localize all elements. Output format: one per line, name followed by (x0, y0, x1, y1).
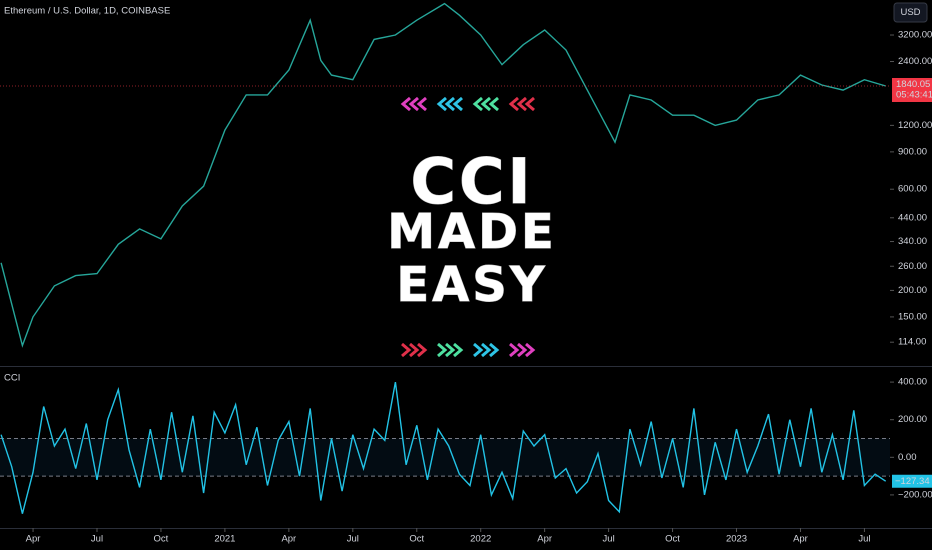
y-tick-label: 200.00 (898, 414, 927, 425)
x-tick-label: 2021 (214, 534, 235, 545)
cci-line (0, 381, 887, 514)
last-price-label: 1840.05 (896, 79, 930, 90)
x-tick-label: Oct (154, 534, 169, 545)
y-tick-label: 150.00 (898, 311, 927, 322)
last-value-tag (892, 474, 932, 488)
y-tick-label: 1200.00 (898, 120, 932, 131)
y-tick-label: 260.00 (898, 261, 927, 272)
x-tick-label: 2022 (470, 534, 491, 545)
x-tick-label: Oct (409, 534, 424, 545)
symbol-title: Ethereum / U.S. Dollar, 1D, COINBASE (4, 6, 170, 17)
x-tick-label: Jul (91, 534, 103, 545)
y-tick-label: 900.00 (898, 146, 927, 157)
y-tick-label: 340.00 (898, 236, 927, 247)
price-line (0, 2, 886, 348)
indicator-title: CCI (4, 373, 20, 384)
overlay-headline: EASY (396, 257, 547, 313)
x-tick-label: 2023 (726, 534, 747, 545)
y-tick-label: 440.00 (898, 212, 927, 223)
x-tick-label: Jul (858, 534, 870, 545)
countdown-label: 05:43:41 (896, 90, 932, 101)
x-tick-label: Apr (537, 534, 552, 545)
y-tick-label: 400.00 (898, 377, 927, 388)
y-tick-label: 3200.00 (898, 30, 932, 41)
last-price-tag (892, 77, 932, 102)
y-tick-label: 0.00 (898, 452, 917, 463)
x-tick-label: Jul (603, 534, 615, 545)
y-tick-label: 2400.00 (898, 56, 932, 67)
y-tick-label: 600.00 (898, 184, 927, 195)
x-tick-label: Apr (281, 534, 296, 545)
x-tick-label: Apr (793, 534, 808, 545)
arrows-top (400, 96, 535, 112)
x-tick-label: Apr (26, 534, 41, 545)
currency-button[interactable] (893, 2, 928, 23)
x-tick-label: Oct (665, 534, 680, 545)
cci-band-fill (0, 438, 890, 477)
y-tick-label: −200.00 (898, 489, 932, 500)
y-tick-label: 114.00 (898, 337, 926, 348)
currency-label[interactable]: USD (900, 7, 920, 18)
arrows-bottom (401, 342, 536, 358)
last-value-label: −127.34 (895, 476, 930, 487)
overlay-headline: CCI (410, 145, 533, 218)
y-tick-label: 200.00 (898, 285, 927, 296)
overlay-headline: MADE (387, 204, 557, 260)
x-tick-label: Jul (347, 534, 359, 545)
